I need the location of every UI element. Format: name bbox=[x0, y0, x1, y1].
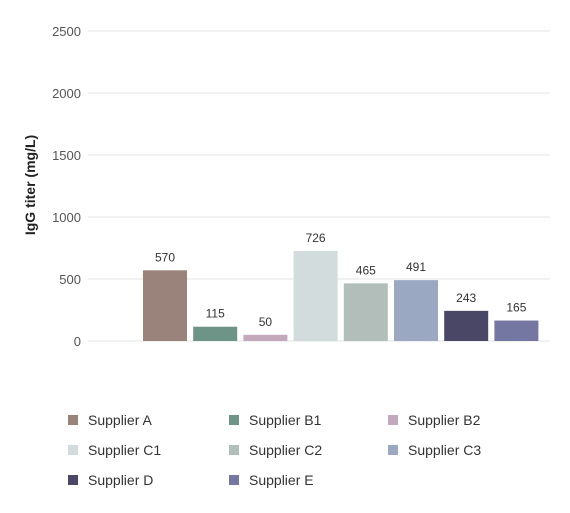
legend-swatch bbox=[68, 475, 78, 485]
y-tick-label: 2500 bbox=[52, 24, 81, 39]
legend-label: Supplier E bbox=[249, 472, 314, 488]
bar-value-label: 243 bbox=[456, 291, 476, 305]
y-tick-label: 0 bbox=[74, 334, 81, 349]
legend-swatch bbox=[388, 415, 398, 425]
bar-value-label: 465 bbox=[356, 263, 376, 277]
legend-item: Supplier C3 bbox=[388, 440, 481, 460]
bar-supplier-e bbox=[494, 320, 539, 341]
legend-swatch bbox=[229, 475, 239, 485]
legend-label: Supplier B2 bbox=[408, 412, 481, 428]
legend-label: Supplier C3 bbox=[408, 442, 482, 458]
legend-label: Supplier D bbox=[88, 472, 154, 488]
legend-item: Supplier B2 bbox=[388, 410, 480, 430]
bar-supplier-c2 bbox=[343, 283, 388, 341]
y-tick-label: 500 bbox=[59, 272, 81, 287]
bar-value-label: 115 bbox=[206, 307, 225, 321]
legend-swatch bbox=[229, 445, 239, 455]
legend-swatch bbox=[68, 415, 78, 425]
legend-label: Supplier C1 bbox=[88, 442, 162, 458]
legend-swatch bbox=[229, 415, 239, 425]
bar-supplier-c1 bbox=[293, 250, 338, 341]
y-tick-label: 1000 bbox=[52, 210, 81, 225]
bar-value-label: 165 bbox=[506, 301, 526, 315]
legend-label: Supplier C2 bbox=[249, 442, 323, 458]
legend-label: Supplier B1 bbox=[249, 412, 322, 428]
bar-value-label: 726 bbox=[306, 231, 326, 245]
legend-item: Supplier D bbox=[68, 470, 153, 490]
y-axis-ticks: 0 500 1000 1500 2000 2500 bbox=[52, 24, 81, 349]
bar-supplier-b2 bbox=[243, 334, 288, 341]
legend-swatch bbox=[68, 445, 78, 455]
bar-supplier-b1 bbox=[193, 326, 238, 341]
legend-item: Supplier C1 bbox=[68, 440, 161, 460]
bar-chart: 0 500 1000 1500 2000 2500 570 115 50 726 465 491 24… bbox=[22, 24, 550, 349]
bar-value-label: 50 bbox=[259, 315, 273, 329]
value-labels: 570 115 50 726 465 491 243 165 bbox=[155, 231, 527, 329]
legend-item: Supplier C2 bbox=[229, 440, 322, 460]
bars bbox=[143, 250, 539, 341]
bar-supplier-a bbox=[143, 270, 187, 341]
bar-supplier-c3 bbox=[394, 280, 438, 341]
bar-supplier-d bbox=[444, 310, 489, 341]
legend-item: Supplier E bbox=[229, 470, 314, 490]
bar-value-label: 491 bbox=[406, 260, 426, 274]
legend-swatch bbox=[388, 445, 398, 455]
y-tick-label: 2000 bbox=[52, 86, 81, 101]
legend-item: Supplier A bbox=[68, 410, 152, 430]
legend-label: Supplier A bbox=[88, 412, 152, 428]
bar-value-label: 570 bbox=[155, 250, 175, 264]
y-tick-label: 1500 bbox=[52, 148, 81, 163]
y-axis-label: IgG titer (mg/L) bbox=[22, 135, 38, 235]
legend-item: Supplier B1 bbox=[229, 410, 321, 430]
